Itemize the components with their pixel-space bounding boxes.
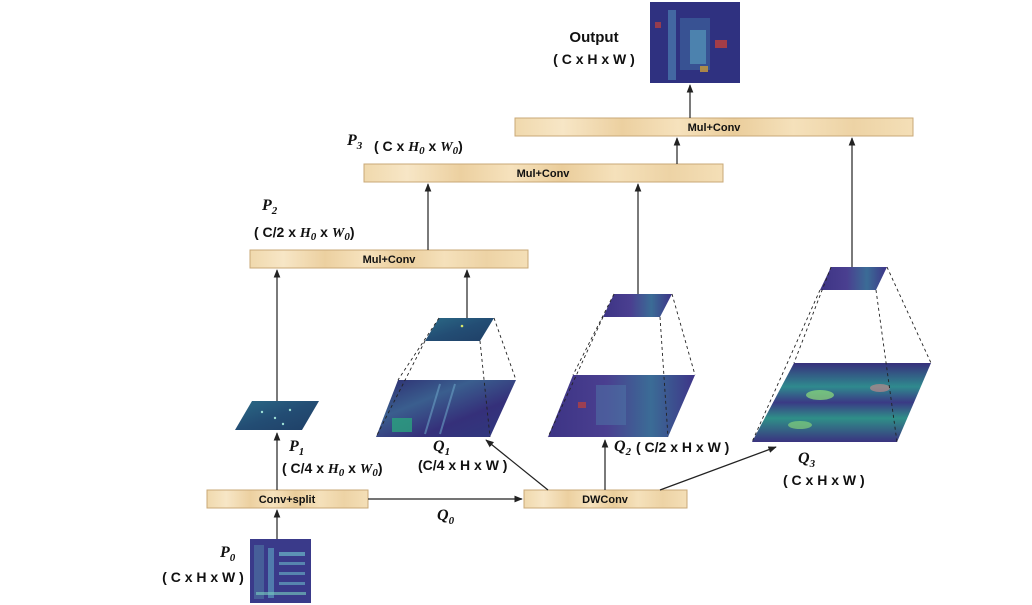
p3-dims: ( C x H0 x W0) — [374, 138, 463, 157]
mul-conv-label-3: Mul+Conv — [688, 122, 742, 134]
q3-projection-lines — [751, 266, 932, 443]
q2-small-feature-map — [603, 294, 672, 317]
q1-small-feature-map — [425, 318, 494, 341]
mul-conv-box-2: Mul+Conv — [363, 163, 724, 183]
q3-dims: ( C x H x W ) — [783, 472, 865, 488]
q0-label: Q0 — [437, 507, 455, 527]
output-feature-map — [650, 2, 740, 83]
q2-label: Q2 — [614, 438, 632, 458]
p1-label: P1 — [288, 438, 304, 458]
conv-split-label: Conv+split — [259, 494, 316, 506]
mul-conv-box-3: Mul+Conv — [514, 117, 914, 137]
q3-small-feature-map — [820, 267, 887, 290]
p0-dims: ( C x H x W ) — [162, 569, 244, 585]
q3-large-feature-map — [752, 363, 931, 442]
dwconv-label: DWConv — [582, 494, 629, 506]
mul-conv-box-1: Mul+Conv — [249, 249, 529, 269]
q2-projection-lines — [547, 293, 696, 438]
conv-split-box: Conv+split — [206, 489, 369, 509]
p1-feature-map — [235, 401, 319, 430]
p0-label: P0 — [219, 544, 236, 564]
q1-dims: (C/4 x H x W ) — [418, 457, 507, 473]
p1-dims: ( C/4 x H0 x W0) — [282, 460, 383, 479]
q1-projection-lines — [375, 317, 517, 438]
mul-conv-label-2: Mul+Conv — [517, 168, 571, 180]
output-dims: ( C x H x W ) — [553, 51, 635, 67]
arrows — [273, 84, 856, 539]
q2-large-feature-map — [548, 375, 695, 437]
p2-dims: ( C/2 x H0 x W0) — [254, 224, 355, 243]
output-title: Output — [569, 29, 618, 46]
q2-dims: ( C/2 x H x W ) — [636, 439, 729, 455]
p3-label: P3 — [346, 132, 363, 152]
q1-large-feature-map — [376, 380, 516, 437]
p0-feature-map — [250, 539, 311, 603]
p2-label: P2 — [261, 197, 278, 217]
q3-label: Q3 — [798, 450, 816, 470]
mul-conv-label-1: Mul+Conv — [363, 254, 417, 266]
dwconv-box: DWConv — [523, 489, 688, 509]
q1-label: Q1 — [433, 438, 450, 458]
